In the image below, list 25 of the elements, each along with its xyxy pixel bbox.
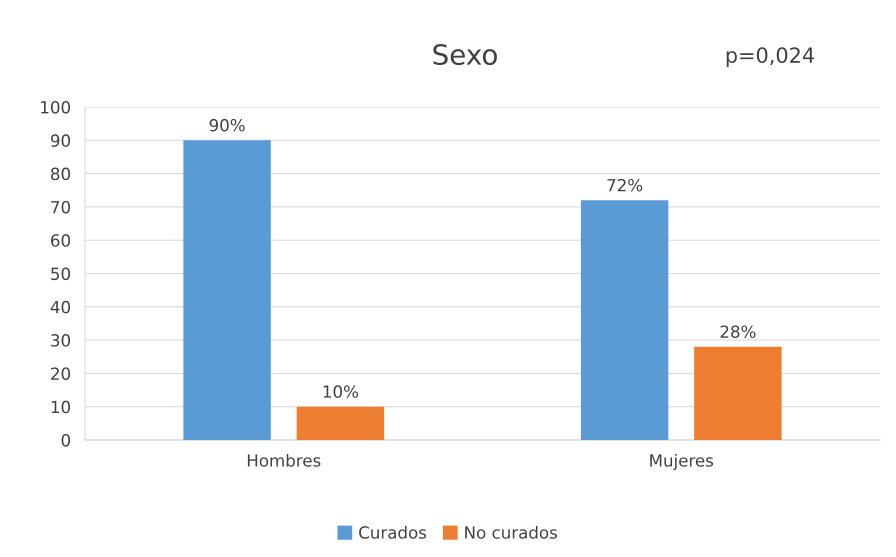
y-tick-label: 40	[50, 300, 70, 314]
data-label: 72%	[607, 178, 642, 192]
x-tick-label: Hombres	[248, 454, 320, 467]
data-label: 10%	[324, 385, 358, 398]
y-tick-label: 80	[51, 168, 70, 180]
chart-title: Sexo	[433, 44, 497, 66]
text: p=0,024	[726, 47, 814, 68]
legend-label: Curados	[359, 526, 426, 539]
bar	[694, 346, 782, 440]
bar	[580, 200, 668, 440]
x-tick-label: Mujeres	[650, 454, 714, 470]
y-tick-label: 10	[52, 400, 70, 414]
data-label: 28%	[720, 325, 756, 338]
y-tick-label: 50	[51, 267, 70, 280]
data-label: 90%	[210, 118, 245, 132]
bar	[296, 406, 384, 440]
bar	[183, 140, 271, 440]
y-tick-label: 0	[62, 434, 70, 447]
y-tick-label: 90	[50, 134, 70, 147]
y-tick-label: 70	[51, 200, 70, 214]
y-tick-label: 60	[51, 234, 70, 247]
y-tick-label: 20	[51, 367, 70, 380]
y-tick-label: 100	[41, 100, 70, 114]
legend-label: No curados	[465, 526, 557, 539]
y-tick-label: 30	[51, 334, 70, 347]
